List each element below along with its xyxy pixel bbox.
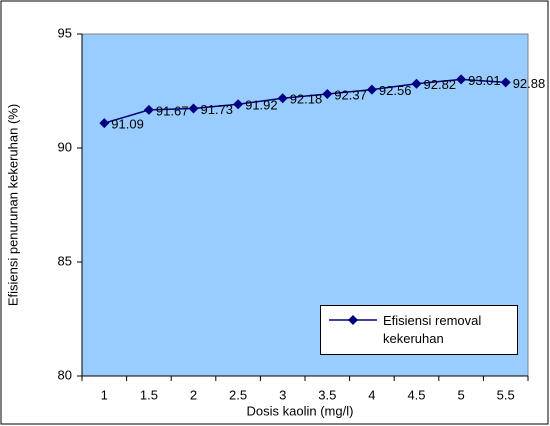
marker (143, 104, 154, 115)
marker (500, 77, 511, 88)
x-tick-label: 2.5 (229, 387, 247, 402)
data-label: 93.01 (468, 73, 501, 88)
legend-label: Efisiensi removal kekeruhan (383, 313, 482, 346)
x-tick-label: 4.5 (407, 387, 425, 402)
x-tick-label: 1.5 (140, 387, 158, 402)
marker (233, 99, 244, 110)
marker (366, 84, 377, 95)
x-tick-label: 4 (368, 387, 375, 402)
data-label: 91.09 (111, 117, 144, 132)
x-tick-label: 3.5 (318, 387, 336, 402)
marker (277, 93, 288, 104)
x-tick-label: 3 (279, 387, 286, 402)
y-tick-label: 80 (58, 367, 72, 382)
x-tick-label: 5 (457, 387, 464, 402)
marker (99, 118, 110, 129)
legend: Efisiensi removal kekeruhan (320, 305, 518, 355)
x-axis-label: Dosis kaolin (mg/l) (247, 403, 354, 418)
x-tick-label: 2 (190, 387, 197, 402)
legend-marker (348, 315, 358, 325)
data-label: 91.92 (245, 98, 278, 113)
x-tick-label: 5.5 (497, 387, 515, 402)
data-label: 92.37 (334, 87, 367, 102)
data-label: 91.73 (201, 102, 234, 117)
data-label: 92.82 (424, 77, 457, 92)
y-tick-label: 95 (58, 25, 72, 40)
data-label: 91.67 (156, 103, 189, 118)
line (104, 78, 506, 124)
x-tick-label: 1 (101, 387, 108, 402)
marker (322, 88, 333, 99)
marker (456, 74, 467, 85)
marker (188, 103, 199, 114)
legend-symbol (329, 315, 377, 325)
y-axis-label: Efisiensi penurunan kekeruhan (%) (5, 104, 20, 306)
y-tick-label: 85 (58, 253, 72, 268)
data-label: 92.18 (290, 92, 323, 107)
marker (411, 78, 422, 89)
data-label: 92.88 (513, 76, 546, 91)
data-label: 92.56 (379, 83, 412, 98)
y-tick-label: 90 (58, 139, 72, 154)
